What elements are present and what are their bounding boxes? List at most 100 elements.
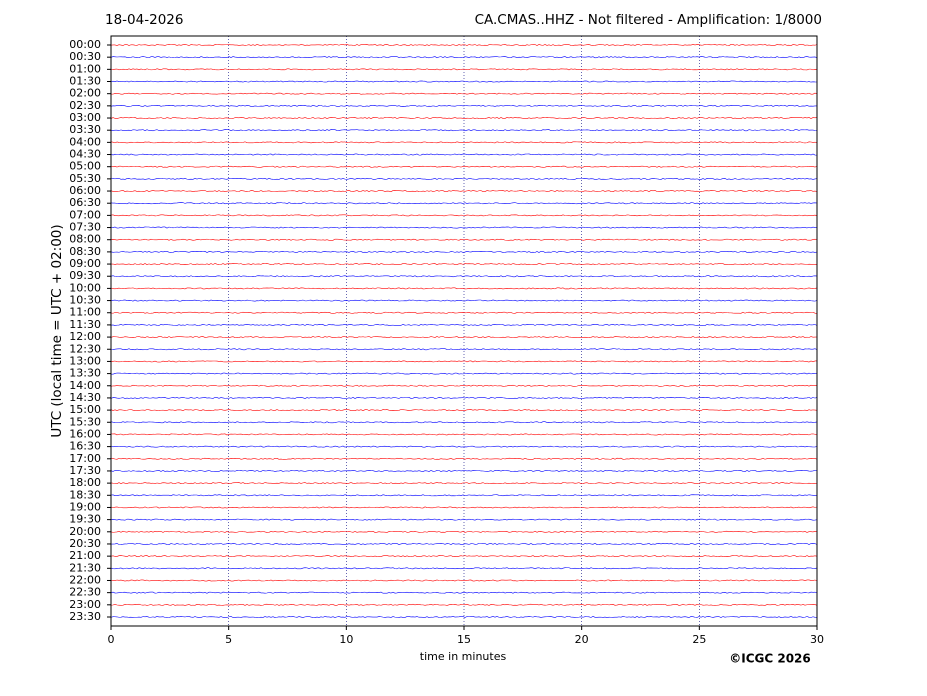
seismic-trace [110,323,818,326]
y-tick-label: 00:30 [69,50,101,63]
seismic-trace [110,506,818,509]
y-tick-label: 09:30 [69,269,101,282]
seismic-trace [110,348,818,351]
seismic-trace [110,433,818,436]
y-tick-label: 19:00 [69,500,101,513]
seismic-trace [110,129,818,132]
y-tick-label: 15:30 [69,415,101,428]
y-tick-label: 07:00 [69,208,101,221]
x-tick-label: 25 [692,633,706,646]
y-tick-label: 20:00 [69,525,101,538]
seismic-trace [110,616,818,618]
seismic-trace [110,311,818,314]
seismic-trace [110,518,818,521]
y-tick-label: 21:30 [69,561,101,574]
seismic-trace [110,202,818,205]
seismic-trace [110,214,818,217]
y-tick-label: 06:00 [69,184,101,197]
seismic-trace [110,567,818,570]
seismic-trace [110,336,818,339]
y-tick-label: 18:00 [69,476,101,489]
y-tick-label: 10:00 [69,281,101,294]
x-tick-label: 15 [457,633,471,646]
chart-title: CA.CMAS..HHZ - Not filtered - Amplificat… [475,12,822,28]
seismic-trace [110,397,818,399]
seismic-trace [110,68,818,71]
seismic-trace [110,579,818,582]
seismic-trace [110,445,818,448]
seismic-trace [110,287,818,290]
seismic-trace [110,104,818,107]
y-tick-label: 14:00 [69,379,101,392]
x-tick-label: 0 [108,633,115,646]
seismic-trace [110,226,818,229]
seismic-trace [110,117,818,119]
y-axis-label: UTC (local time = UTC + 02:00) [49,224,65,437]
chart-date: 18-04-2026 [105,12,183,28]
y-tick-label: 03:30 [69,123,101,136]
seismic-trace [110,470,818,472]
seismic-trace [110,165,818,168]
credit: ©ICGC 2026 [729,652,811,666]
y-tick-label: 05:30 [69,172,101,185]
y-tick-label: 22:30 [69,586,101,599]
y-tick-label: 07:30 [69,221,101,234]
y-tick-label: 02:30 [69,99,101,112]
y-tick-label: 13:00 [69,354,101,367]
y-tick-label: 01:00 [69,62,101,75]
seismic-trace [110,141,818,144]
y-tick-label: 10:30 [69,294,101,307]
seismic-trace [110,56,818,59]
y-tick-label: 12:30 [69,342,101,355]
y-tick-label: 21:00 [69,549,101,562]
seismic-trace [110,250,818,253]
y-tick-label: 08:30 [69,245,101,258]
x-tick-label: 20 [575,633,589,646]
y-tick-label: 17:00 [69,452,101,465]
y-tick-label: 20:30 [69,537,101,550]
y-tick-label: 04:30 [69,148,101,161]
y-tick-label: 08:00 [69,233,101,246]
y-tick-label: 22:00 [69,573,101,586]
y-tick-label: 02:00 [69,87,101,100]
seismic-trace [110,591,818,594]
plot-frame [110,35,818,627]
x-tick-label: 10 [339,633,353,646]
seismic-trace [110,530,818,533]
seismic-trace [110,409,818,412]
y-tick-label: 06:30 [69,196,101,209]
seismic-trace [110,238,818,241]
seismic-trace [110,482,818,485]
seismic-trace [110,263,818,265]
seismic-trace [110,421,818,424]
y-tick-label: 18:30 [69,488,101,501]
seismic-trace [110,44,818,46]
seismic-trace [110,555,818,558]
seismic-trace [110,190,818,192]
seismic-trace [110,299,818,302]
seismic-trace [110,372,818,375]
seismic-trace [110,92,818,95]
seismic-trace [110,543,818,545]
y-tick-label: 05:00 [69,160,101,173]
seismic-trace [110,384,818,387]
y-tick-label: 16:00 [69,427,101,440]
y-tick-label: 16:30 [69,440,101,453]
seismic-trace [110,275,818,278]
y-tick-label: 14:30 [69,391,101,404]
y-tick-label: 03:00 [69,111,101,124]
y-tick-label: 00:00 [69,38,101,51]
seismic-trace [110,494,818,497]
y-tick-label: 04:00 [69,135,101,148]
seismic-trace [110,603,818,606]
y-tick-label: 19:30 [69,513,101,526]
x-tick-label: 5 [225,633,232,646]
y-tick-label: 23:00 [69,598,101,611]
y-tick-label: 17:30 [69,464,101,477]
y-tick-label: 15:00 [69,403,101,416]
x-axis-label: time in minutes [420,650,507,663]
y-tick-label: 09:00 [69,257,101,270]
y-tick-label: 12:00 [69,330,101,343]
